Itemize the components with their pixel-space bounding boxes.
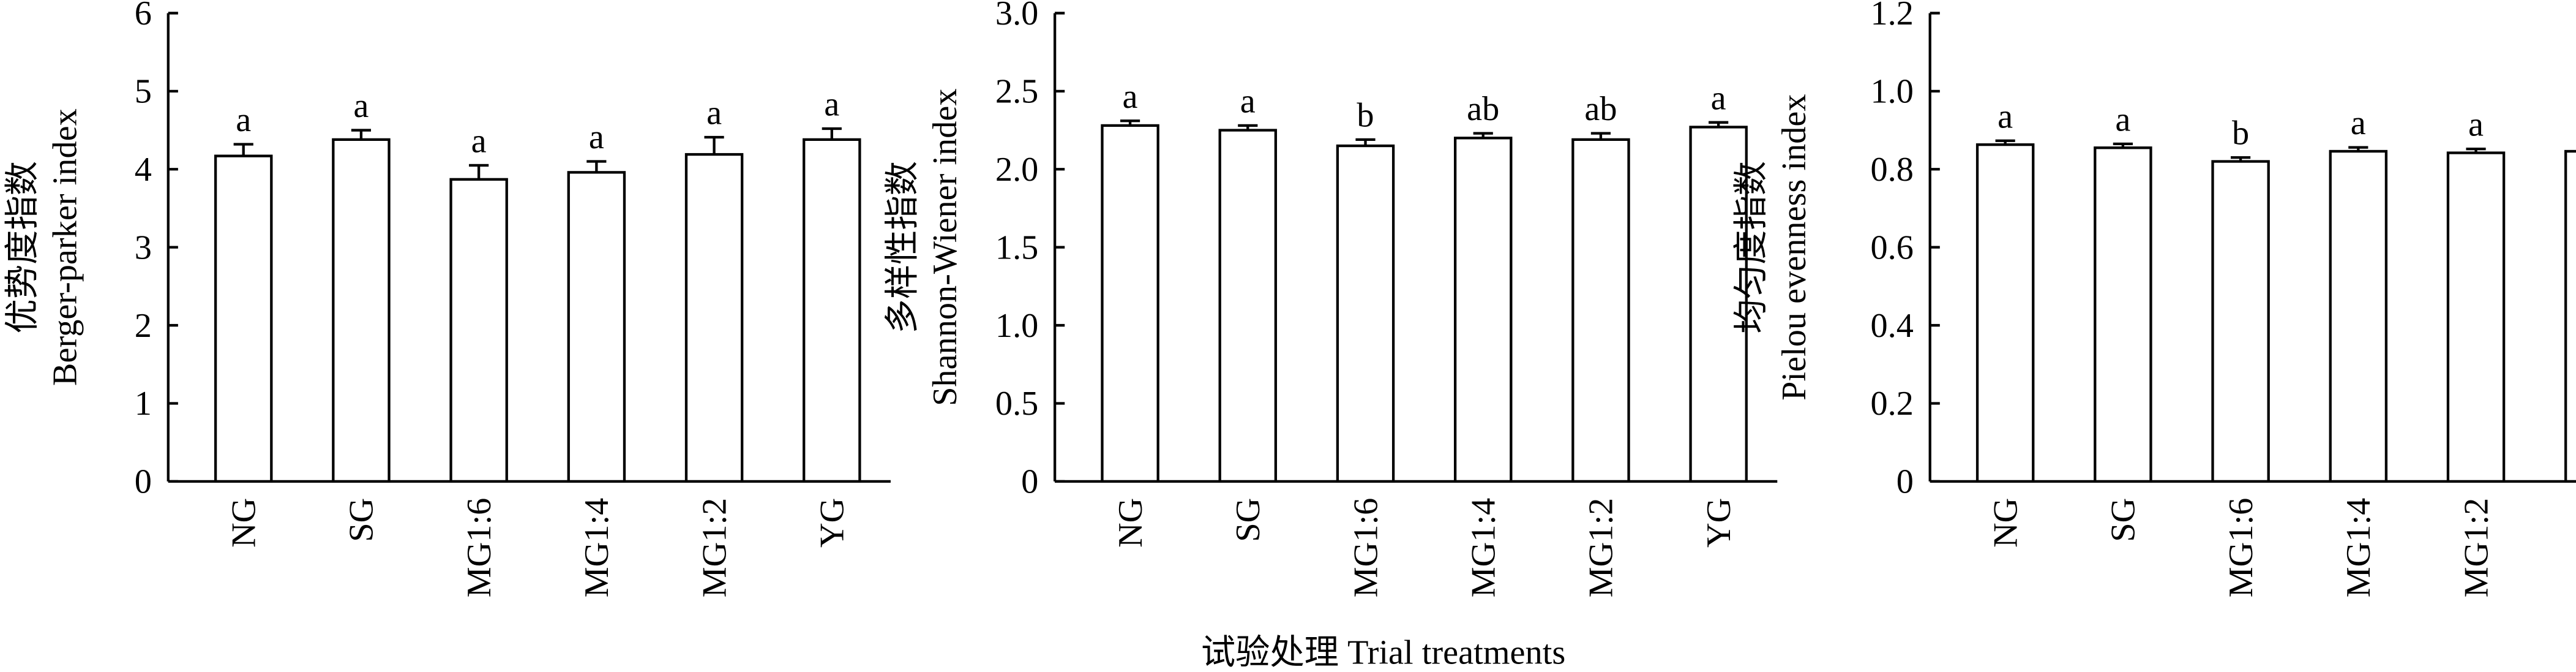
y-tick-label: 0.4 (1871, 307, 1914, 345)
x-tick-label: MG1:4 (1465, 498, 1503, 598)
bar (803, 138, 861, 483)
annotation: a (589, 118, 604, 156)
bar (1336, 144, 1395, 483)
x-tick-label: MG1:2 (1582, 498, 1620, 598)
x-tick-label: MG1:4 (578, 498, 616, 598)
x-axis-label: 试验处理 Trial treatments (1201, 634, 1565, 672)
y-tick-label: 0.2 (1871, 385, 1914, 423)
y-tick-label: 4 (135, 151, 152, 189)
x-tick-label: MG1:6 (460, 498, 498, 598)
bar (332, 138, 391, 483)
annotation: a (2115, 100, 2130, 138)
y-axis-label: 多样性指数 (883, 161, 921, 334)
y-tick-label: 1.5 (995, 228, 1038, 266)
bar (449, 178, 508, 483)
annotation: a (2468, 106, 2484, 144)
annotation: a (353, 87, 369, 125)
bar (1453, 137, 1513, 483)
x-tick-label: YG (1700, 498, 1738, 548)
x-tick-label: NG (225, 498, 263, 548)
bar (1101, 124, 1159, 483)
y-tick-label: 6 (135, 0, 152, 32)
bar (2094, 146, 2152, 483)
x-tick-label: MG1:2 (695, 498, 733, 598)
x-tick-label: SG (2105, 498, 2143, 542)
annotation: a (706, 94, 722, 132)
annotation: b (2232, 115, 2249, 153)
annotation: a (824, 86, 839, 124)
annotation: a (1711, 79, 1726, 117)
y-tick-label: 3 (135, 228, 152, 266)
y-tick-label: 5 (135, 73, 152, 111)
bar (567, 171, 626, 483)
x-tick-label: MG1:4 (2340, 498, 2378, 598)
x-tick-label: MG1:6 (1347, 498, 1385, 598)
x-tick-label: SG (1229, 498, 1267, 542)
bar (2446, 151, 2506, 483)
x-tick-label: MG1:2 (2457, 498, 2495, 598)
x-tick-label: YG (814, 498, 852, 548)
y-tick-label: 1.2 (1871, 0, 1914, 32)
annotation: b (1357, 96, 1374, 134)
y-axis-label: 优势度指数 (4, 161, 42, 334)
annotation: a (471, 122, 487, 160)
x-tick-label: MG1:6 (2222, 498, 2260, 598)
bar (684, 153, 744, 483)
y-tick-label: 2.0 (995, 151, 1038, 189)
x-tick-label: YG (2575, 498, 2576, 548)
bar (2211, 160, 2270, 483)
y-tick-label: 0 (1896, 463, 1914, 501)
annotation: a (1240, 82, 1256, 120)
annotation: ab (1467, 90, 1499, 128)
y-tick-label: 0.8 (1871, 151, 1914, 189)
y-tick-label: 2.5 (995, 73, 1038, 111)
y-tick-label: 1 (135, 385, 152, 423)
bar (2329, 149, 2388, 483)
bar (2564, 149, 2576, 483)
y-tick-label: 2 (135, 307, 152, 345)
y-tick-label: 0 (1021, 463, 1038, 501)
x-tick-label: SG (343, 498, 381, 542)
y-axis-label: Berger-parker index (47, 108, 84, 386)
bar (214, 154, 273, 483)
bar (1571, 138, 1630, 483)
annotation: a (236, 101, 251, 139)
y-tick-label: 1.0 (1871, 73, 1914, 111)
y-tick-label: 0.6 (1871, 228, 1914, 266)
bar (1218, 129, 1278, 483)
y-axis-label: 均匀度指数 (1732, 161, 1770, 334)
x-tick-label: NG (1112, 498, 1150, 548)
annotation: a (1123, 78, 1138, 116)
y-axis-label: Pielou evenness index (1775, 94, 1813, 400)
y-tick-label: 0.5 (995, 385, 1038, 423)
bar (1689, 126, 1748, 483)
bar (1975, 143, 2035, 483)
y-tick-label: 1.0 (995, 307, 1038, 345)
y-axis-label: Shannon-Wiener index (926, 88, 964, 406)
annotation: a (1998, 97, 2013, 135)
x-tick-label: NG (1986, 498, 2024, 548)
y-tick-label: 3.0 (995, 0, 1038, 32)
annotation: ab (1584, 90, 1617, 128)
y-tick-label: 0 (135, 463, 152, 501)
annotation: a (2351, 104, 2366, 142)
